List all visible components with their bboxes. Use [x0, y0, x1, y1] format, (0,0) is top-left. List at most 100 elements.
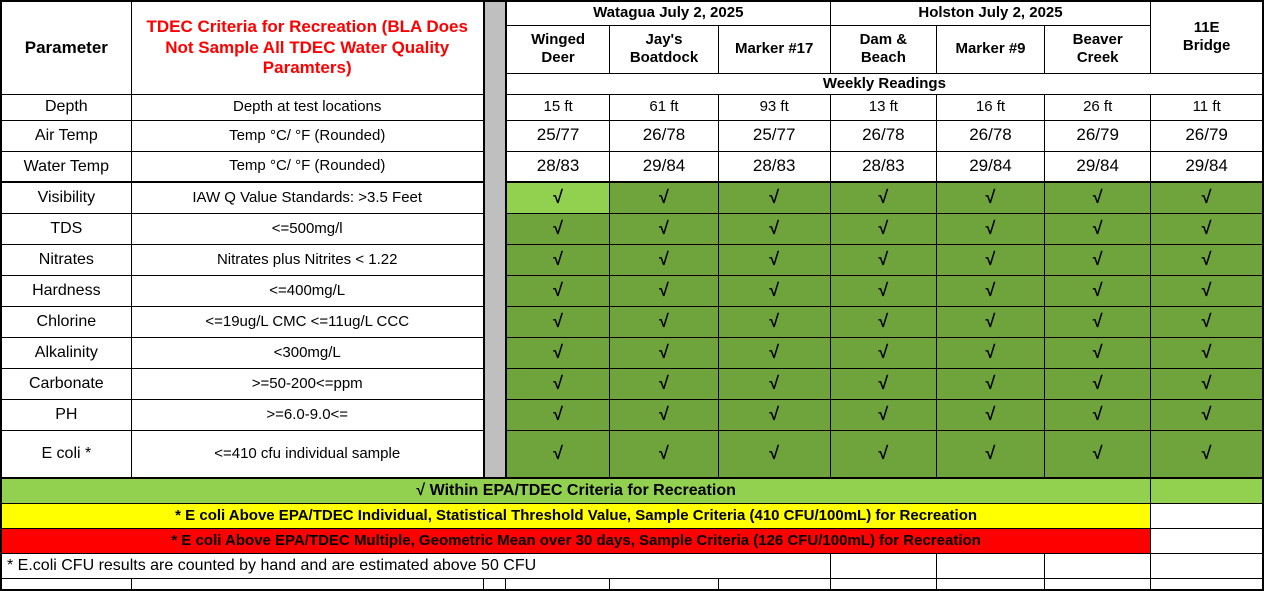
check-cell: √ — [829, 181, 937, 214]
check-cell: √ — [505, 336, 611, 369]
check-cell: √ — [505, 429, 611, 479]
depth-value: 11 ft — [1150, 93, 1264, 121]
site-header-winged-deer: Winged Deer — [505, 24, 611, 74]
site-header-dam-beach: Dam & Beach — [829, 24, 937, 74]
check-cell: √ — [609, 429, 719, 479]
check-cell: √ — [505, 398, 611, 431]
check-cell: √ — [505, 243, 611, 276]
criteria-cell: IAW Q Value Standards: >3.5 Feet — [130, 181, 485, 214]
depth-value: 16 ft — [935, 93, 1046, 121]
check-cell: √ — [1044, 212, 1152, 245]
check-cell: √ — [1044, 243, 1152, 276]
check-cell: √ — [717, 398, 831, 431]
criteria-cell: <=410 cfu individual sample — [130, 429, 485, 479]
water-temp-value: 29/84 — [1150, 150, 1264, 183]
criteria-cell: >=50-200<=ppm — [130, 367, 485, 400]
water-temp-value: 29/84 — [609, 150, 719, 183]
empty-cell — [1150, 552, 1264, 579]
check-cell: √ — [829, 212, 937, 245]
criteria-cell: >=6.0-9.0<= — [130, 398, 485, 431]
check-cell: √ — [829, 274, 937, 307]
depth-value: 13 ft — [829, 93, 937, 121]
empty-cell — [0, 577, 132, 591]
parameter-label: Chlorine — [0, 305, 132, 338]
empty-cell — [1150, 527, 1264, 554]
separator-column — [482, 0, 507, 479]
legend-geometric-mean: * E coli Above EPA/TDEC Multiple, Geomet… — [0, 527, 1152, 554]
check-cell: √ — [505, 305, 611, 338]
parameter-label: Alkalinity — [0, 336, 132, 369]
check-cell: √ — [1044, 398, 1152, 431]
criteria-cell: Temp °C/ °F (Rounded) — [130, 150, 485, 183]
empty-cell — [483, 577, 507, 591]
air-temp-value: 26/79 — [1150, 119, 1264, 152]
check-cell: √ — [1150, 243, 1264, 276]
parameter-column-header: Parameter — [0, 0, 132, 95]
check-cell: √ — [505, 274, 611, 307]
check-cell: √ — [609, 212, 719, 245]
parameter-label: Air Temp — [0, 119, 132, 152]
check-cell: √ — [717, 212, 831, 245]
check-cell: √ — [1044, 305, 1152, 338]
parameter-label: Nitrates — [0, 243, 132, 276]
check-cell: √ — [1044, 336, 1152, 369]
check-cell: √ — [1150, 398, 1264, 431]
check-cell: √ — [935, 398, 1046, 431]
check-cell: √ — [1044, 274, 1152, 307]
check-cell: √ — [1150, 212, 1264, 245]
empty-cell — [1044, 577, 1152, 591]
water-temp-value: 29/84 — [1044, 150, 1152, 183]
footnote: * E.coli CFU results are counted by hand… — [0, 552, 831, 579]
check-cell: √ — [717, 367, 831, 400]
criteria-cell: <300mg/L — [130, 336, 485, 369]
check-cell: √ — [1044, 181, 1152, 214]
check-cell: √ — [829, 243, 937, 276]
empty-cell — [505, 577, 611, 591]
check-cell: √ — [609, 398, 719, 431]
check-cell: √ — [609, 336, 719, 369]
group-header-holston: Holston July 2, 2025 — [829, 0, 1152, 26]
check-cell: √ — [609, 305, 719, 338]
depth-value: 93 ft — [717, 93, 831, 121]
check-cell: √ — [935, 367, 1046, 400]
check-cell: √ — [717, 243, 831, 276]
depth-value: 61 ft — [609, 93, 719, 121]
weekly-readings-label: Weekly Readings — [505, 72, 1264, 95]
empty-cell — [829, 552, 937, 579]
parameter-label: Visibility — [0, 181, 132, 214]
check-cell: √ — [717, 305, 831, 338]
empty-cell — [130, 577, 485, 591]
check-cell: √ — [609, 274, 719, 307]
empty-cell — [1044, 552, 1152, 579]
check-cell: √ — [1044, 429, 1152, 479]
empty-cell — [935, 552, 1046, 579]
legend-green-right-cell — [1150, 477, 1264, 504]
check-cell: √ — [609, 367, 719, 400]
criteria-column-header: TDEC Criteria for Recreation (BLA Does N… — [130, 0, 485, 95]
check-cell: √ — [1150, 336, 1264, 369]
parameter-label: Carbonate — [0, 367, 132, 400]
check-cell: √ — [935, 336, 1046, 369]
air-temp-value: 26/78 — [829, 119, 937, 152]
parameter-label: TDS — [0, 212, 132, 245]
check-cell: √ — [1150, 181, 1264, 214]
check-cell: √ — [829, 398, 937, 431]
air-temp-value: 26/79 — [1044, 119, 1152, 152]
empty-cell — [609, 577, 719, 591]
parameter-label: Hardness — [0, 274, 132, 307]
check-cell: √ — [935, 243, 1046, 276]
check-cell: √ — [505, 367, 611, 400]
check-cell: √ — [1044, 367, 1152, 400]
group-header-watagua: Watagua July 2, 2025 — [505, 0, 831, 26]
criteria-cell: <=19ug/L CMC <=11ug/L CCC — [130, 305, 485, 338]
check-cell: √ — [717, 429, 831, 479]
check-cell: √ — [935, 305, 1046, 338]
water-temp-value: 28/83 — [505, 150, 611, 183]
check-cell: √ — [829, 305, 937, 338]
site-header-11e-bridge: 11E Bridge — [1150, 0, 1264, 74]
check-cell: √ — [1150, 367, 1264, 400]
check-cell: √ — [717, 181, 831, 214]
air-temp-value: 25/77 — [505, 119, 611, 152]
site-header-jays-boatdock: Jay's Boatdock — [609, 24, 719, 74]
